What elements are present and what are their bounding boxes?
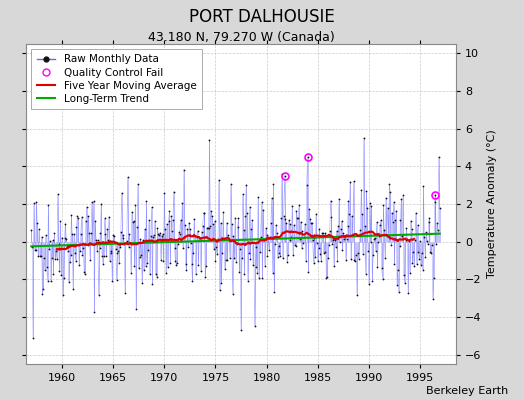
Text: Berkeley Earth: Berkeley Earth [426, 386, 508, 396]
Legend: Raw Monthly Data, Quality Control Fail, Five Year Moving Average, Long-Term Tren: Raw Monthly Data, Quality Control Fail, … [31, 49, 202, 109]
Y-axis label: Temperature Anomaly (°C): Temperature Anomaly (°C) [487, 130, 497, 278]
Title: 43.180 N, 79.270 W (Canada): 43.180 N, 79.270 W (Canada) [148, 31, 334, 44]
Text: PORT DALHOUSIE: PORT DALHOUSIE [189, 8, 335, 26]
